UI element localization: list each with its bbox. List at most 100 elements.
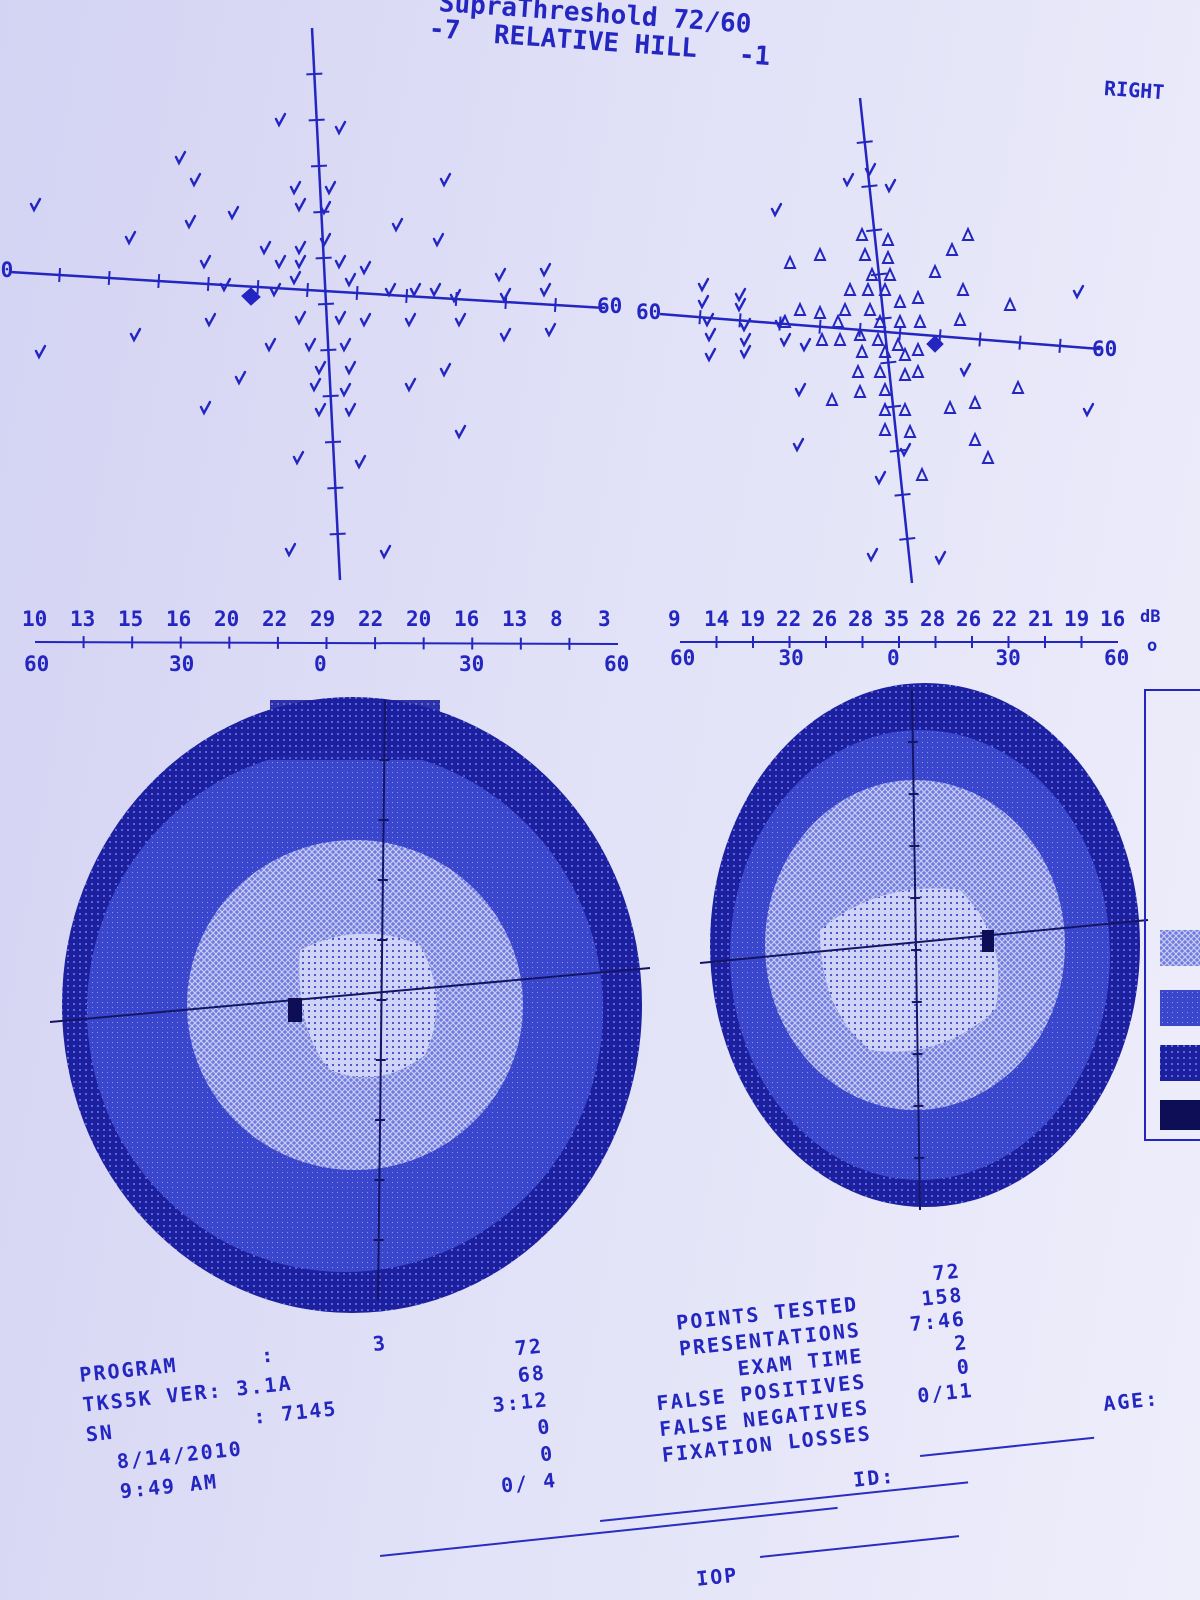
axis-tick [1018,335,1022,350]
seen-check-mark [792,437,805,453]
db-scale-value: 15 [118,607,144,631]
missed-triangle-mark [911,363,925,378]
blind-spot-marker [241,287,261,306]
seen-check-mark [334,120,347,136]
missed-triangle-mark [961,226,975,241]
seen-check-mark [439,172,452,188]
missed-triangle-mark [956,281,970,296]
seen-check-mark [259,240,272,256]
axis-tick [880,360,897,365]
missed-triangle-mark [871,331,885,346]
missed-triangle-mark [861,281,875,296]
missed-triangle-mark [855,343,869,358]
missed-triangle-mark [825,391,839,406]
missed-triangle-mark [928,263,942,278]
right-greyscale-field [699,683,1149,1211]
seen-check-mark [404,377,417,393]
missed-triangle-mark [1003,296,1017,311]
seen-check-mark [499,327,512,343]
missed-triangle-mark [911,341,925,356]
missed-triangle-mark [813,246,827,261]
db-scale-value: 28 [848,607,874,631]
db-scale-value: 14 [704,607,730,631]
seen-check-mark [704,347,717,363]
seen-check-mark [289,270,302,286]
missed-triangle-mark [881,231,895,246]
db-scale-value: 20 [406,607,432,631]
missed-triangle-mark [968,431,982,446]
seen-check-mark [284,542,297,558]
missed-triangle-mark [881,249,895,264]
seen-check-mark [1082,402,1095,418]
missed-triangle-mark [878,281,892,296]
seen-check-mark [739,344,752,360]
axis-tick [866,228,883,233]
seen-check-mark [770,202,783,218]
axis-tick [107,270,111,286]
right-scale-ruler [680,636,1118,648]
seen-check-mark [697,294,710,310]
axis-tick [306,282,309,298]
missed-triangle-mark [851,363,865,378]
seen-check-mark [884,178,897,194]
db-scale-value: 16 [1100,607,1126,631]
missed-triangle-mark [903,423,917,438]
db-scale-value: 13 [70,607,96,631]
seen-check-mark [314,402,327,418]
db-scale-value: 16 [166,607,192,631]
db-scale-value: 22 [262,607,288,631]
program-separator: : [259,1342,277,1368]
missed-triangle-mark [853,383,867,398]
db-scale-value: 8 [550,607,563,631]
seen-check-mark [697,277,710,293]
degree-scale-value: 30 [778,646,804,670]
axis-tick [698,310,702,325]
seen-check-mark [734,297,747,313]
axis-tick [899,537,916,541]
seen-check-mark [234,370,247,386]
seen-check-mark [344,402,357,418]
seen-check-mark [339,382,352,398]
seen-check-mark [294,254,307,270]
missed-triangle-mark [831,313,845,328]
seen-check-mark [702,312,715,328]
seen-check-mark [219,277,232,293]
seen-check-mark [539,262,552,278]
missed-triangle-mark [1011,379,1025,394]
missed-triangle-mark [893,313,907,328]
degree-scale-value: 60 [670,646,696,670]
seen-check-mark [269,282,282,298]
missed-triangle-mark [843,281,857,296]
iop-field-label: IOP [695,1562,740,1591]
axis-tick [320,348,337,352]
missed-triangle-mark [793,301,807,316]
seen-check-mark [289,180,302,196]
seen-check-mark [314,360,327,376]
axis-tick [324,440,342,444]
right-horizontal-axis [659,312,1101,351]
seen-check-mark [454,312,467,328]
axis-tick [1058,338,1062,353]
seen-check-mark [34,344,47,360]
seen-check-mark [199,400,212,416]
right-vertical-axis [858,97,914,584]
seen-check-mark [934,550,947,566]
seen-check-mark [354,454,367,470]
seen-check-mark [959,362,972,378]
left-axis-end-right: 60 [597,294,623,318]
missed-triangle-mark [953,311,967,326]
missed-triangle-mark [968,394,982,409]
seen-check-mark [129,327,142,343]
missed-triangle-mark [873,363,887,378]
missed-triangle-mark [893,293,907,308]
right-missed-marks [778,226,1025,481]
seen-check-mark [429,282,442,298]
seen-check-mark [704,327,717,343]
axis-tick [315,256,332,260]
seen-check-mark [334,254,347,270]
seen-check-mark [779,332,792,348]
missed-triangle-mark [833,331,847,346]
seen-check-mark [324,180,337,196]
